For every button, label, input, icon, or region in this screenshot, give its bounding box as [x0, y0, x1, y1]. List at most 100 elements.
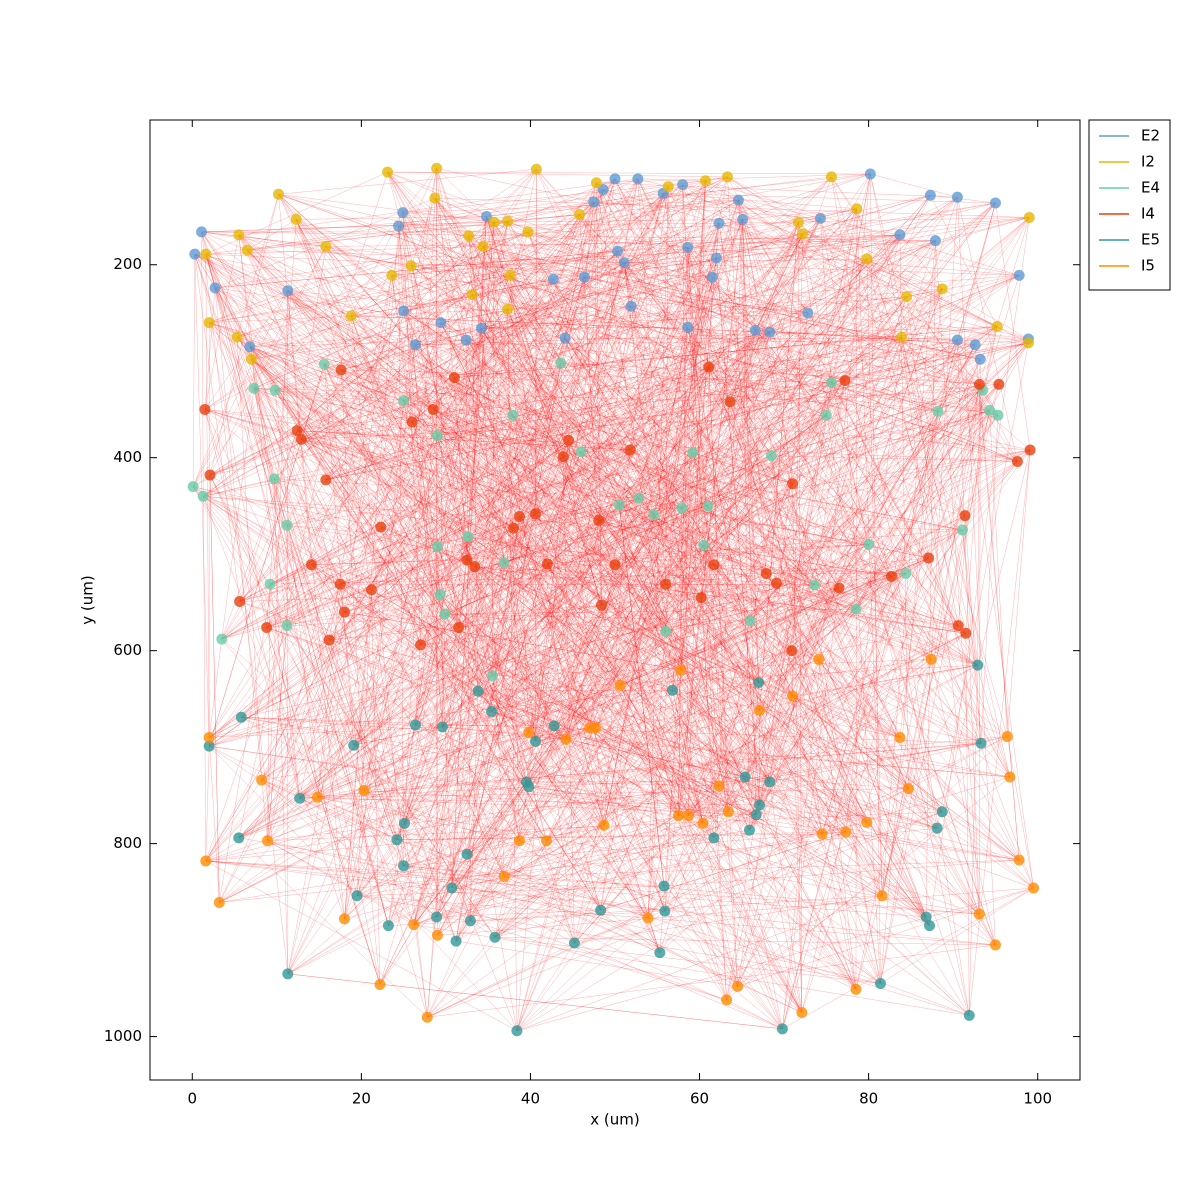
connection — [958, 359, 981, 626]
connection — [325, 240, 936, 247]
connection — [433, 308, 508, 410]
connection — [482, 246, 605, 826]
connection — [838, 587, 982, 744]
connection — [593, 201, 868, 823]
connection — [436, 257, 717, 918]
connection — [831, 382, 1018, 462]
connection — [513, 178, 616, 529]
connection — [454, 377, 666, 912]
connection — [413, 833, 823, 925]
connection — [436, 505, 709, 918]
connection — [391, 275, 468, 855]
connection — [504, 633, 966, 877]
connection — [311, 559, 468, 566]
connection — [957, 339, 999, 416]
connection — [708, 218, 821, 368]
connection — [203, 336, 902, 497]
connection — [325, 296, 907, 481]
connection — [379, 562, 505, 985]
point — [450, 935, 462, 947]
connection — [363, 743, 982, 791]
connection — [728, 208, 858, 812]
connection — [436, 167, 594, 203]
connection — [589, 727, 857, 990]
connection — [711, 277, 847, 833]
point — [820, 409, 832, 421]
connection — [238, 234, 760, 711]
point — [281, 519, 293, 531]
connection — [387, 171, 815, 586]
connection — [713, 564, 901, 738]
connection — [436, 234, 901, 918]
connection — [726, 814, 757, 1000]
point — [323, 634, 335, 646]
point — [765, 450, 777, 462]
connection — [296, 219, 661, 953]
connection — [442, 219, 743, 728]
connection — [738, 200, 823, 835]
connection — [749, 515, 966, 831]
connection — [619, 384, 980, 686]
connection — [287, 290, 342, 371]
connection — [311, 564, 881, 984]
connection — [437, 189, 604, 436]
connection — [703, 545, 892, 577]
connection — [629, 247, 688, 451]
point — [477, 240, 489, 252]
connection — [296, 219, 827, 416]
connection — [194, 253, 547, 841]
connection — [598, 520, 978, 666]
connection — [353, 208, 857, 746]
connection — [427, 366, 710, 1018]
connection — [299, 176, 832, 799]
point — [660, 625, 672, 637]
connection — [403, 223, 720, 866]
connection — [458, 233, 803, 628]
point — [290, 213, 302, 225]
connection — [317, 664, 978, 798]
connection — [204, 409, 468, 538]
connection — [516, 223, 720, 1031]
connection — [750, 173, 871, 621]
connection — [513, 528, 738, 987]
connection — [759, 296, 907, 711]
connection — [653, 514, 823, 835]
connection — [516, 887, 1034, 1032]
connection — [589, 727, 1034, 889]
connection — [792, 483, 803, 1013]
connection — [638, 452, 693, 499]
point — [632, 173, 644, 185]
connection — [278, 194, 679, 816]
connection — [420, 620, 751, 646]
connection — [251, 359, 505, 564]
connection — [287, 608, 857, 975]
connection — [580, 451, 727, 1000]
connection — [434, 197, 939, 412]
connection — [249, 346, 704, 824]
connection — [239, 193, 664, 602]
connection — [444, 613, 621, 686]
point — [863, 539, 875, 551]
connection — [341, 369, 693, 454]
point — [787, 690, 799, 702]
point — [434, 589, 446, 601]
connection — [287, 973, 783, 1030]
connection — [792, 695, 857, 990]
connection — [504, 815, 679, 877]
connection — [325, 479, 547, 841]
connection — [278, 194, 939, 412]
connection — [580, 251, 618, 452]
point — [488, 216, 500, 228]
connection — [238, 837, 665, 912]
connection — [750, 384, 980, 621]
connection — [351, 231, 529, 317]
connection — [478, 664, 978, 692]
connection — [325, 246, 978, 666]
connection — [437, 384, 999, 436]
connection — [440, 322, 536, 514]
connection — [546, 338, 1029, 841]
connection — [750, 326, 998, 621]
connection — [267, 840, 414, 925]
connection — [791, 650, 1008, 737]
connection — [251, 193, 664, 360]
